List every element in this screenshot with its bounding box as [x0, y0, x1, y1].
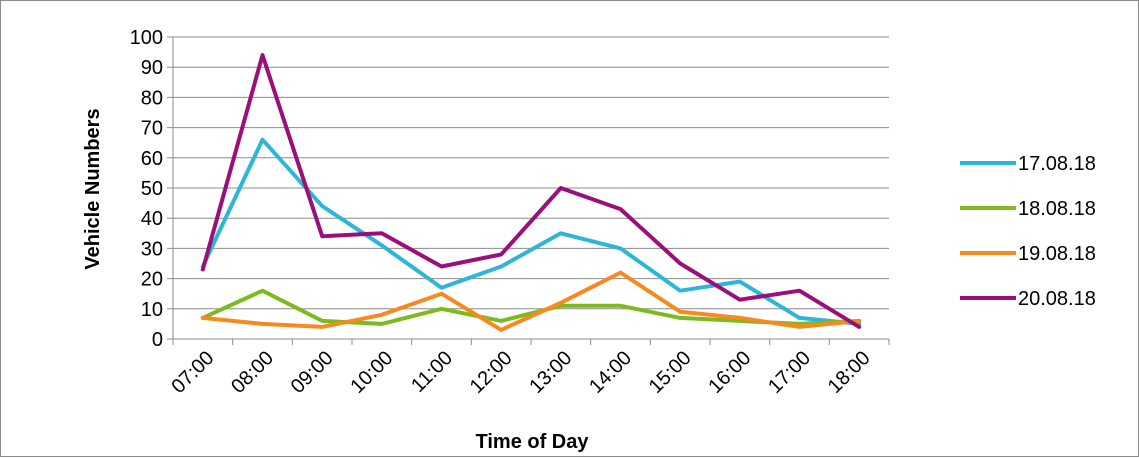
legend-label: 17.08.18 [1018, 153, 1096, 175]
x-tick-label: 15:00 [645, 347, 696, 398]
x-tick-label: 09:00 [287, 347, 338, 398]
y-tick-label: 20 [141, 269, 163, 291]
series-line-19.08.18 [200, 270, 862, 332]
y-tick-label: 100 [130, 27, 163, 49]
x-tick-label: 14:00 [585, 347, 636, 398]
legend-label: 19.08.18 [1018, 243, 1096, 265]
gridlines [173, 36, 889, 310]
y-tick-label: 50 [141, 178, 163, 200]
y-tick-label: 60 [141, 148, 163, 170]
x-tick-label: 18:00 [824, 347, 875, 398]
series-line-17.08.18 [200, 137, 862, 326]
x-tick-labels: 07:00 08:00 09:00 10:00 11:00 12:00 13:00 14:00… [167, 347, 874, 398]
x-tick-label: 11:00 [407, 347, 457, 397]
x-tick-label: 07:00 [167, 347, 218, 398]
y-tick-label: 80 [141, 87, 163, 109]
y-tick-label: 40 [141, 208, 163, 230]
y-tick-labels: 0 10 20 30 40 50 60 70 80 90 100 [130, 27, 163, 351]
series-lines [200, 53, 862, 332]
x-axis-title: Time of Day [476, 431, 590, 453]
y-tick-label: 10 [141, 299, 163, 321]
y-tick-label: 0 [152, 329, 163, 351]
series-line-20.08.18 [200, 53, 862, 329]
y-tick-label: 90 [141, 57, 163, 79]
legend-label: 18.08.18 [1018, 198, 1096, 220]
y-axis-title: Vehicle Numbers [82, 108, 104, 269]
x-tick-label: 12:00 [466, 347, 517, 398]
legend-label: 20.08.18 [1018, 288, 1096, 310]
y-tick-label: 30 [141, 238, 163, 260]
x-tick-label: 13:00 [525, 347, 576, 398]
y-tick-label: 70 [141, 118, 163, 140]
x-tick-label: 17:00 [764, 347, 815, 398]
legend: 17.08.18 18.08.18 19.08.18 20.08.18 [960, 153, 1096, 310]
axes [167, 36, 890, 345]
x-tick-label: 08:00 [227, 347, 278, 398]
x-tick-label: 16:00 [704, 347, 755, 398]
x-tick-label: 10:00 [346, 347, 397, 398]
